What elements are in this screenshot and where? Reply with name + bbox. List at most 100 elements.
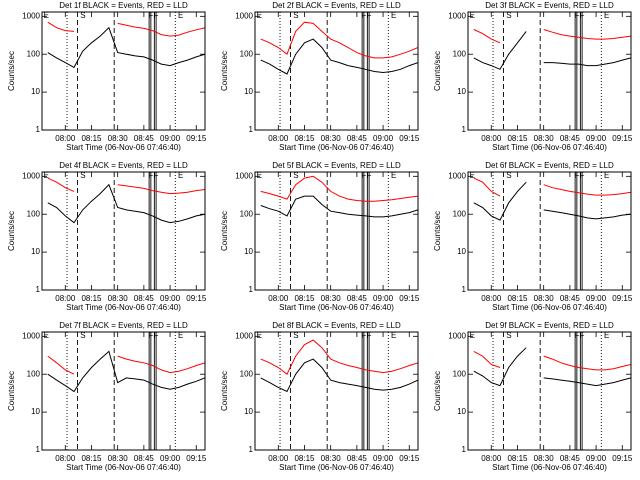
series-line <box>47 350 205 393</box>
x-tick-label: 08:45 <box>134 134 155 143</box>
plot-frame <box>254 331 419 451</box>
event-label: S <box>293 171 298 180</box>
y-tick-label: 100 <box>27 209 41 218</box>
x-tick-label: 09:00 <box>160 294 181 303</box>
chart-title: Det 2f BLACK = Events, RED = LLD <box>272 1 401 10</box>
event-label: E <box>470 11 475 20</box>
y-axis-label: Counts/sec <box>7 211 16 251</box>
x-tick-label: 08:45 <box>347 294 368 303</box>
event-label: E <box>178 331 183 340</box>
y-tick-label: 10 <box>457 87 466 96</box>
x-tick-label: 08:15 <box>294 454 315 463</box>
panel: Det 5f BLACK = Events, RED = LLD Start Ti… <box>220 161 420 312</box>
event-label: F <box>580 11 585 20</box>
panel: Det 8f BLACK = Events, RED = LLD Start Ti… <box>220 321 420 472</box>
y-tick-label: 1 <box>462 125 467 134</box>
x-tick-label: 09:00 <box>586 294 607 303</box>
event-label: F <box>580 171 585 180</box>
x-tick-label: 08:15 <box>294 294 315 303</box>
series-line <box>47 183 205 224</box>
x-tick-label: 08:45 <box>560 454 581 463</box>
x-tick-label: 08:15 <box>81 294 102 303</box>
event-label: S <box>80 171 85 180</box>
x-tick-label: 09:15 <box>612 294 633 303</box>
x-tick-label: 09:15 <box>612 134 633 143</box>
plot-frame <box>41 11 206 131</box>
series-line <box>473 347 631 387</box>
event-label: E <box>391 11 396 20</box>
y-tick-label: 1 <box>462 445 467 454</box>
event-label: S <box>80 11 85 20</box>
y-tick-label: 1 <box>249 285 254 294</box>
event-label: F <box>574 331 579 340</box>
y-tick-label: 10 <box>244 87 253 96</box>
x-axis-label: Start Time (06-Nov-06 07:46:40) <box>492 143 607 152</box>
event-label: E <box>604 171 609 180</box>
event-label: S <box>506 11 511 20</box>
x-axis-label: Start Time (06-Nov-06 07:46:40) <box>66 463 181 472</box>
x-tick-label: 08:00 <box>268 294 289 303</box>
x-tick-label: 08:00 <box>55 294 76 303</box>
x-tick-label: 08:30 <box>534 454 555 463</box>
event-label: F <box>361 171 366 180</box>
x-tick-label: 08:30 <box>321 294 342 303</box>
panel: Det 3f BLACK = Events, RED = LLD Start Ti… <box>433 1 633 152</box>
x-tick-label: 08:15 <box>294 134 315 143</box>
x-tick-label: 09:15 <box>399 294 420 303</box>
y-axis-label: Counts/sec <box>220 371 229 411</box>
chart-title: Det 5f BLACK = Events, RED = LLD <box>272 161 401 170</box>
event-label: E <box>391 171 396 180</box>
y-tick-label: 1 <box>36 285 41 294</box>
y-tick-label: 10 <box>244 247 253 256</box>
event-label: S <box>293 11 298 20</box>
x-axis-label: Start Time (06-Nov-06 07:46:40) <box>492 303 607 312</box>
series-line <box>473 31 631 70</box>
y-tick-label: 100 <box>240 49 254 58</box>
x-tick-label: 09:15 <box>186 134 207 143</box>
series-line <box>260 175 418 202</box>
series-line <box>473 177 631 197</box>
event-label: F <box>361 331 366 340</box>
chart-title: Det 1f BLACK = Events, RED = LLD <box>59 1 188 10</box>
event-label: F <box>148 11 153 20</box>
series-line <box>260 38 418 75</box>
event-label: F <box>367 331 372 340</box>
x-tick-label: 09:00 <box>586 134 607 143</box>
event-label: F <box>154 331 159 340</box>
y-axis-label: Counts/sec <box>220 51 229 91</box>
y-tick-label: 1 <box>249 125 254 134</box>
x-tick-label: 08:30 <box>108 134 129 143</box>
x-tick-label: 08:30 <box>108 454 129 463</box>
event-label: S <box>293 331 298 340</box>
x-tick-label: 08:00 <box>481 134 502 143</box>
event-label: F <box>574 171 579 180</box>
x-tick-label: 08:15 <box>81 134 102 143</box>
x-tick-label: 08:00 <box>268 454 289 463</box>
plot-frame <box>254 171 419 291</box>
plot-frame <box>41 171 206 291</box>
x-tick-label: 08:00 <box>481 454 502 463</box>
x-tick-label: 08:15 <box>507 134 528 143</box>
series-line <box>473 181 631 221</box>
event-label: E <box>257 331 262 340</box>
y-axis-label: Counts/sec <box>433 371 442 411</box>
series-line <box>473 350 631 371</box>
plot-frame <box>467 171 632 291</box>
x-tick-label: 08:15 <box>507 294 528 303</box>
panel: Det 6f BLACK = Events, RED = LLD Start Ti… <box>433 161 633 312</box>
x-tick-label: 09:15 <box>399 134 420 143</box>
series-line <box>260 195 418 218</box>
event-label: E <box>178 171 183 180</box>
series-line <box>47 26 205 69</box>
y-tick-label: 1000 <box>448 331 466 340</box>
chart-title: Det 7f BLACK = Events, RED = LLD <box>59 321 188 330</box>
x-tick-label: 09:15 <box>186 294 207 303</box>
y-tick-label: 10 <box>457 247 466 256</box>
plot-frame <box>41 331 206 451</box>
y-tick-label: 1000 <box>448 171 466 180</box>
x-axis-label: Start Time (06-Nov-06 07:46:40) <box>492 463 607 472</box>
y-axis-label: Counts/sec <box>220 211 229 251</box>
panel: Det 4f BLACK = Events, RED = LLD Start Ti… <box>7 161 207 312</box>
